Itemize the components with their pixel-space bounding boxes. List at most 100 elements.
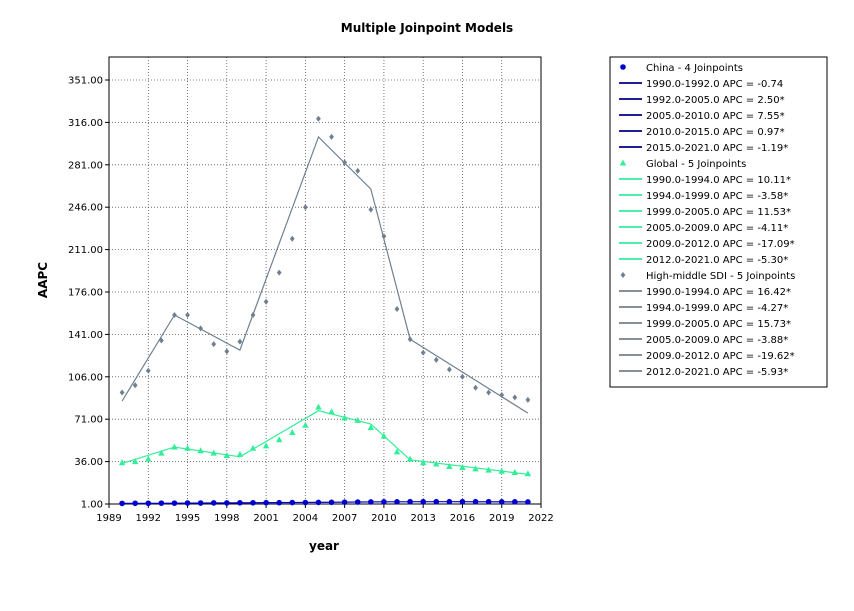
data-point — [224, 500, 230, 506]
series-2 — [119, 115, 531, 414]
data-point — [250, 499, 256, 506]
data-point — [407, 336, 413, 343]
data-point — [275, 436, 283, 443]
data-point — [407, 498, 413, 505]
x-axis-ticks: 1989 1992 1995 1998 2001 2004 2007 2010 2013 2016… — [96, 504, 554, 524]
y-axis-ticks: 1.00 36.00 71.00 106.00 141.00 176.00 211.00 24… — [68, 76, 109, 511]
data-point — [498, 467, 505, 474]
data-point — [210, 500, 217, 506]
y-tick-label: 71.00 — [74, 415, 103, 426]
plot-area-frame — [108, 56, 542, 505]
x-tick-label: 2013 — [410, 513, 435, 524]
legend-segment-label: 1999.0-2005.0 APC = 11.53* — [646, 207, 791, 218]
legend-segment-label: 1990.0-1994.0 APC = 16.42* — [646, 287, 791, 298]
data-point — [354, 499, 361, 505]
data-point — [394, 305, 400, 312]
y-tick-label: 351.00 — [68, 76, 103, 87]
legend-segment-label: 2005.0-2009.0 APC = -3.88* — [646, 335, 788, 346]
legend-segment-label: 1994.0-1999.0 APC = -4.27* — [646, 303, 788, 314]
data-point — [472, 498, 479, 505]
data-point — [419, 459, 427, 466]
data-point — [525, 396, 531, 403]
x-tick-label: 2001 — [253, 513, 278, 524]
data-point — [368, 499, 374, 505]
data-point — [237, 499, 243, 506]
data-point — [197, 500, 204, 506]
legend: China - 4 Joinpoints 1990.0-1992.0 APC = … — [619, 63, 795, 378]
grid — [109, 57, 541, 504]
data-point — [393, 448, 401, 455]
data-point — [184, 500, 191, 506]
data-point — [499, 391, 505, 398]
y-tick-label: 176.00 — [68, 288, 103, 299]
data-point — [145, 367, 151, 374]
data-point — [132, 500, 138, 507]
data-point — [276, 269, 282, 276]
data-point — [433, 460, 440, 467]
data-point — [620, 64, 626, 70]
data-point — [525, 499, 531, 505]
y-tick-label: 281.00 — [68, 160, 103, 171]
data-point — [132, 382, 138, 389]
data-point — [171, 500, 178, 506]
data-point — [433, 498, 440, 505]
legend-segment-label: 2015.0-2021.0 APC = -1.19* — [646, 143, 788, 154]
data-point — [302, 421, 309, 428]
y-tick-label: 141.00 — [68, 330, 103, 341]
data-point — [394, 499, 400, 505]
legend-segment-label: 2009.0-2012.0 APC = -17.09* — [646, 239, 795, 250]
data-point — [276, 499, 282, 506]
y-tick-label: 36.00 — [74, 457, 103, 468]
data-point — [341, 499, 348, 505]
legend-segment-label: 2012.0-2021.0 APC = -5.30* — [646, 255, 788, 266]
x-tick-label: 1995 — [175, 513, 200, 524]
data-point — [211, 341, 217, 348]
data-point — [289, 235, 295, 242]
data-point — [406, 455, 414, 462]
data-point — [315, 403, 322, 410]
data-point — [368, 206, 374, 213]
x-tick-label: 2019 — [489, 513, 514, 524]
data-point — [263, 499, 269, 506]
data-point — [236, 450, 244, 457]
data-point — [459, 464, 466, 471]
fit-line — [121, 410, 528, 475]
data-point — [224, 348, 230, 355]
data-point — [315, 499, 322, 506]
data-point — [185, 312, 190, 319]
x-tick-label: 1989 — [96, 513, 121, 524]
x-tick-label: 1992 — [136, 513, 161, 524]
y-tick-label: 1.00 — [81, 500, 103, 511]
legend-segment-label: 1999.0-2005.0 APC = 15.73* — [646, 319, 791, 330]
data-point — [184, 444, 191, 451]
data-point — [198, 325, 204, 332]
data-point — [145, 455, 152, 462]
data-point — [367, 424, 375, 431]
data-point — [420, 349, 426, 356]
y-tick-label: 316.00 — [68, 118, 103, 129]
data-point — [459, 498, 466, 505]
data-point — [341, 414, 348, 421]
y-tick-label: 211.00 — [68, 245, 103, 256]
data-point — [118, 459, 126, 466]
data-point — [512, 499, 518, 505]
data-point — [460, 373, 465, 380]
data-point — [381, 499, 387, 505]
legend-segment-label: 2009.0-2012.0 APC = -19.62* — [646, 351, 795, 362]
data-point — [171, 443, 178, 450]
legend-segment-label: 2012.0-2021.0 APC = -5.93* — [646, 367, 788, 378]
series-1 — [118, 403, 532, 477]
fit-line — [121, 135, 529, 414]
legend-series-label: China - 4 Joinpoints — [646, 63, 743, 74]
data-point — [223, 452, 231, 459]
x-tick-label: 2010 — [371, 513, 396, 524]
data-point — [145, 500, 152, 507]
legend-segment-label: 2005.0-2010.0 APC = 7.55* — [646, 111, 785, 122]
series-0 — [119, 498, 531, 507]
data-point — [354, 416, 361, 423]
series-layer — [118, 115, 532, 507]
data-point — [380, 432, 388, 439]
data-point — [263, 298, 269, 305]
data-point — [302, 499, 309, 506]
data-point — [329, 133, 334, 140]
